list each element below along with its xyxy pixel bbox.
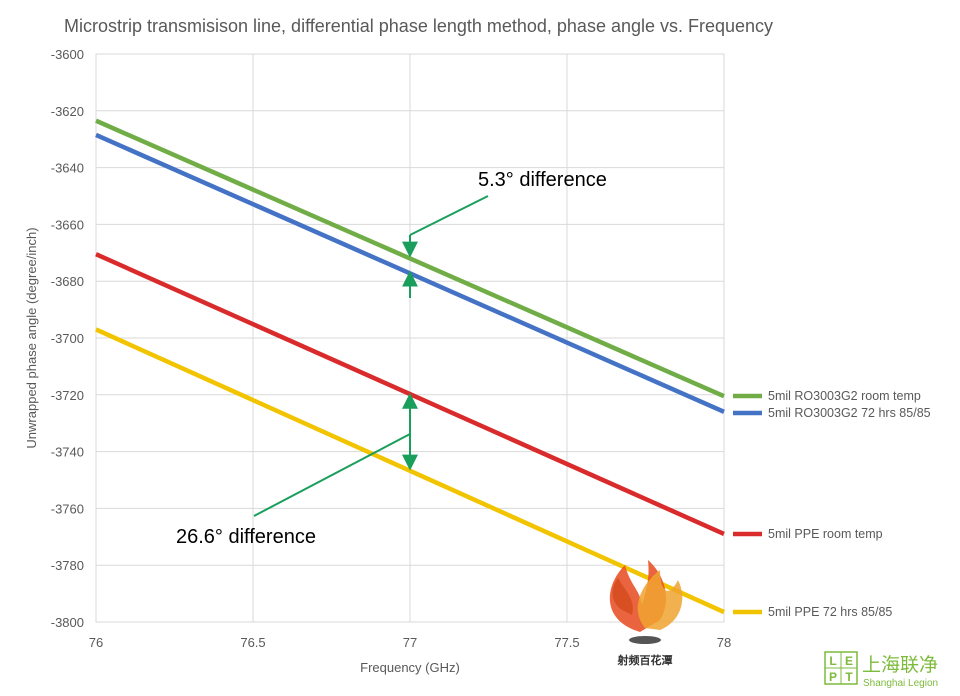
y-tick-label: -3620 <box>51 104 84 119</box>
y-tick-label: -3700 <box>51 331 84 346</box>
y-tick-label: -3600 <box>51 47 84 62</box>
legend-label: 5mil PPE 72 hrs 85/85 <box>768 605 892 619</box>
watermark-right-label: 上海联净 <box>862 654 938 676</box>
y-axis-title: Unwrapped phase angle (degree/inch) <box>24 227 39 448</box>
y-tick-label: -3660 <box>51 217 84 232</box>
lept-logo: L E P T 上海联净 Shanghai Legion <box>824 651 938 689</box>
annotations: 5.3° difference 26.6° difference <box>176 169 607 548</box>
legend: 5mil RO3003G2 room temp 5mil RO3003G2 72 … <box>733 389 931 619</box>
y-tick-label: -3740 <box>51 445 84 460</box>
svg-text:T: T <box>845 670 853 684</box>
annotation-26-6: 26.6° difference <box>176 526 316 548</box>
x-tick-label: 77 <box>403 635 417 650</box>
x-axis-title: Frequency (GHz) <box>360 660 460 675</box>
y-tick-label: -3720 <box>51 388 84 403</box>
svg-text:P: P <box>829 670 837 684</box>
series-line-4 <box>95 327 725 615</box>
x-tick-label: 76 <box>89 635 103 650</box>
y-tick-label: -3760 <box>51 501 84 516</box>
x-tick-label: 76.5 <box>240 635 265 650</box>
annotation-5-3: 5.3° difference <box>478 169 607 191</box>
x-tick-label: 77.5 <box>554 635 579 650</box>
legend-label: 5mil PPE room temp <box>768 527 883 541</box>
chart-title: Microstrip transmisison line, differenti… <box>64 16 773 36</box>
x-tick-labels: 76 76.5 77 77.5 78 <box>89 635 731 650</box>
flame-logo: 射频百花潭 <box>609 560 683 667</box>
watermark-right-sublabel: Shanghai Legion <box>863 678 938 689</box>
x-tick-label: 78 <box>717 635 731 650</box>
y-tick-labels: -3600 -3620 -3640 -3660 -3680 -3700 -3720 -3740… <box>51 47 84 630</box>
series-line-1 <box>95 118 725 399</box>
legend-label: 5mil RO3003G2 room temp <box>768 389 921 403</box>
leader-5-3 <box>409 195 489 236</box>
y-tick-label: -3640 <box>51 161 84 176</box>
y-tick-label: -3780 <box>51 558 84 573</box>
svg-text:L: L <box>829 654 836 668</box>
watermark-left-label: 射频百花潭 <box>617 653 673 667</box>
svg-text:E: E <box>845 654 853 668</box>
leader-26-6 <box>253 433 411 517</box>
legend-label: 5mil RO3003G2 72 hrs 85/85 <box>768 406 931 420</box>
y-tick-label: -3800 <box>51 615 84 630</box>
y-tick-label: -3680 <box>51 274 84 289</box>
